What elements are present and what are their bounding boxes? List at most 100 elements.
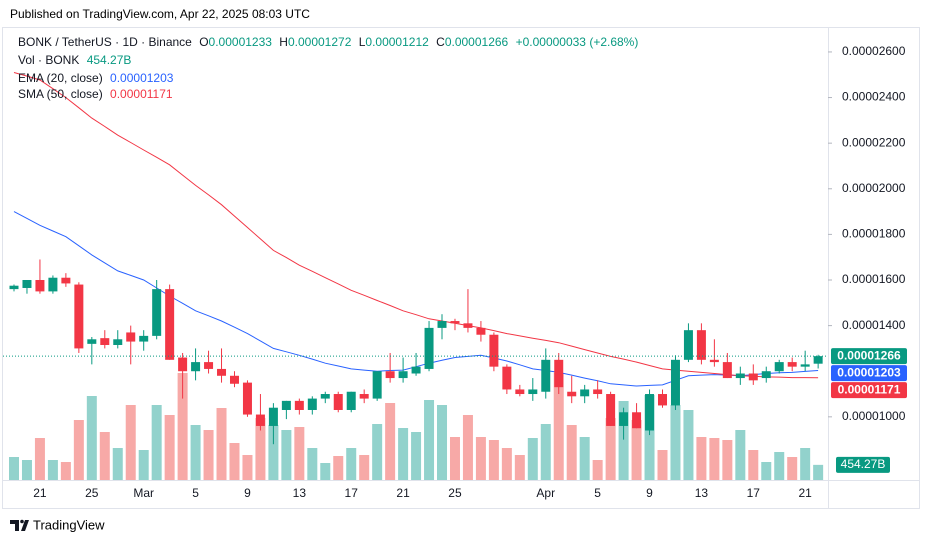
volume-bar [514,455,525,480]
ema-legend: EMA (20, close) 0.00001203 [18,71,177,85]
volume-bar [216,408,227,480]
candle-body [709,359,719,363]
legend-value: 0.00001272 [287,35,352,49]
volume-bar [787,457,798,480]
candle-body [152,289,162,336]
x-tick-label: 9 [646,486,653,500]
symbol-legend: BONK / TetherUS · 1D · Binance O0.000012… [18,35,642,49]
volume-bar [151,405,162,480]
x-tick-label: 9 [244,486,251,500]
volume-bar [164,415,175,480]
y-tick-label: 0.00002200 [842,135,906,149]
candle-body [48,277,58,292]
volume-bar [86,396,97,480]
x-tick-label: 13 [293,486,307,500]
price-tag-label: 0.00001171 [838,382,901,396]
volume-bar [709,438,720,480]
candle-body [242,382,252,415]
legend-key: O [199,35,209,49]
legend-key: C [436,35,445,49]
volume-bar [592,460,603,480]
x-tick-label: Apr [536,486,555,500]
y-tick-label: 0.00001600 [842,272,906,286]
volume-bar [488,440,499,480]
volume-tag [836,456,890,473]
volume-bar [774,452,785,480]
candle-body [204,362,214,369]
volume-bar [449,437,460,480]
volume-bar [761,462,772,480]
candle-body [489,334,499,367]
candle-body [748,373,758,381]
volume-bar [333,456,344,480]
candle-body [619,412,629,426]
candle-body [787,362,797,367]
candle-body [191,362,201,372]
volume-bar [268,425,279,480]
candle-body [645,394,655,431]
tradingview-logo [10,519,29,531]
volume-bar [683,410,694,480]
volume-bar [605,418,616,480]
candle-body [74,284,84,349]
volume-bar [424,400,435,480]
volume-bar [346,448,357,480]
x-tick-label: 13 [695,486,709,500]
candle-body [385,371,395,379]
candle-body [541,359,551,392]
legend-value: 454.27B [86,53,132,67]
volume-bar [462,415,473,480]
candle-body [126,332,136,342]
y-tick-label: 0.00002400 [842,90,906,104]
candle-body [450,321,460,324]
candle-body [255,414,265,426]
plot [9,72,824,480]
candle-body [761,371,771,379]
legend-value: 0.00001233 [208,35,272,49]
candle-body [424,327,434,369]
candle-body [35,279,45,292]
candle-body [696,330,706,360]
candle-body [580,389,590,397]
legend-value: 0.00001171 [110,87,173,101]
candle-body [100,338,110,345]
candle-body [346,391,356,410]
candle-body [333,394,343,410]
legend-change: +0.00000033 (+2.68%) [515,35,639,49]
volume-bar [47,460,58,480]
volume-bar [138,450,149,480]
volume-bar [281,430,292,480]
candle-body [528,389,538,395]
volume-bar [527,438,538,480]
legend-key: Vol · BONK [18,53,80,67]
volume-bar [696,437,707,480]
candle-body [398,371,408,379]
candle-body [515,389,525,395]
y-tick-label: 0.00001000 [842,409,906,423]
candle-body [229,375,239,384]
candle-body [437,321,447,328]
legend-key: H [279,35,288,49]
y-tick-label: 0.00001800 [842,227,906,241]
candle-body [774,362,784,372]
x-tick-label: 21 [396,486,410,500]
legend-value: 0.00001203 [110,71,174,85]
volume-bar [566,425,577,480]
volume-bar [60,462,71,480]
published-note: Published on TradingView.com, Apr 22, 20… [10,7,310,21]
x-tick-label: 21 [798,486,812,500]
candle-body [606,394,616,426]
candle-body [683,330,693,360]
candle-body [359,394,369,399]
volume-bar [722,440,733,480]
volume-bar [540,424,551,480]
sma-legend: SMA (50, close) 0.00001171 [18,87,177,101]
volume-bar [203,430,214,480]
price-tag [831,348,907,365]
x-tick-label: 25 [85,486,99,500]
volume-bar [618,401,629,480]
volume-bar [190,425,201,480]
volume-bar [813,464,824,480]
